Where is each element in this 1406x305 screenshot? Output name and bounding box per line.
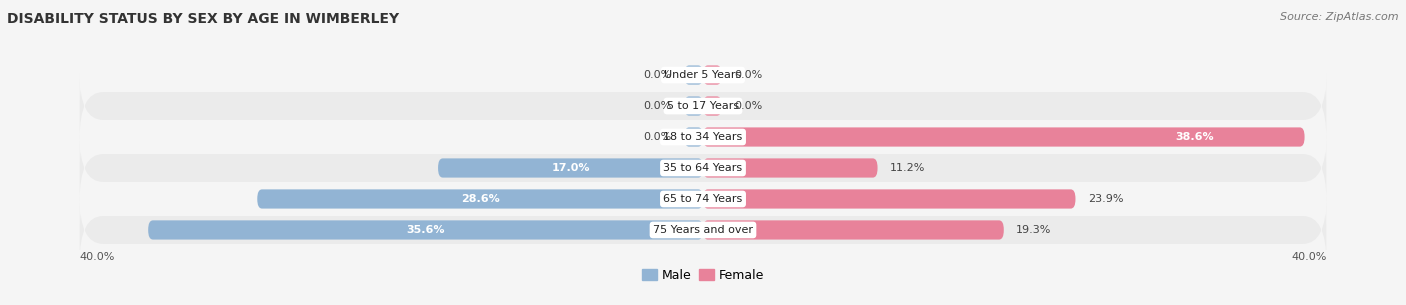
FancyBboxPatch shape: [703, 220, 1004, 239]
Text: Source: ZipAtlas.com: Source: ZipAtlas.com: [1281, 12, 1399, 22]
Text: 17.0%: 17.0%: [551, 163, 589, 173]
FancyBboxPatch shape: [257, 189, 703, 209]
Text: 5 to 17 Years: 5 to 17 Years: [666, 101, 740, 111]
Text: 28.6%: 28.6%: [461, 194, 499, 204]
Text: 65 to 74 Years: 65 to 74 Years: [664, 194, 742, 204]
Text: 38.6%: 38.6%: [1175, 132, 1215, 142]
FancyBboxPatch shape: [439, 158, 703, 178]
Legend: Male, Female: Male, Female: [637, 264, 769, 287]
Text: 18 to 34 Years: 18 to 34 Years: [664, 132, 742, 142]
Text: 40.0%: 40.0%: [1291, 252, 1326, 262]
FancyBboxPatch shape: [703, 158, 877, 178]
FancyBboxPatch shape: [703, 127, 1305, 147]
Text: 11.2%: 11.2%: [890, 163, 925, 173]
FancyBboxPatch shape: [80, 135, 1326, 200]
FancyBboxPatch shape: [80, 167, 1326, 231]
FancyBboxPatch shape: [703, 189, 1076, 209]
Text: 75 Years and over: 75 Years and over: [652, 225, 754, 235]
Text: 0.0%: 0.0%: [644, 101, 672, 111]
FancyBboxPatch shape: [685, 66, 703, 85]
Text: 40.0%: 40.0%: [80, 252, 115, 262]
Text: 35.6%: 35.6%: [406, 225, 444, 235]
FancyBboxPatch shape: [685, 96, 703, 116]
Text: 35 to 64 Years: 35 to 64 Years: [664, 163, 742, 173]
FancyBboxPatch shape: [80, 42, 1326, 108]
FancyBboxPatch shape: [80, 197, 1326, 263]
Text: 19.3%: 19.3%: [1017, 225, 1052, 235]
Text: Under 5 Years: Under 5 Years: [665, 70, 741, 80]
Text: 0.0%: 0.0%: [644, 132, 672, 142]
FancyBboxPatch shape: [148, 220, 703, 239]
Text: DISABILITY STATUS BY SEX BY AGE IN WIMBERLEY: DISABILITY STATUS BY SEX BY AGE IN WIMBE…: [7, 12, 399, 26]
FancyBboxPatch shape: [703, 96, 721, 116]
Text: 23.9%: 23.9%: [1088, 194, 1123, 204]
FancyBboxPatch shape: [703, 66, 721, 85]
FancyBboxPatch shape: [685, 127, 703, 147]
FancyBboxPatch shape: [80, 74, 1326, 138]
FancyBboxPatch shape: [80, 105, 1326, 170]
Text: 0.0%: 0.0%: [644, 70, 672, 80]
Text: 0.0%: 0.0%: [734, 101, 762, 111]
Text: 0.0%: 0.0%: [734, 70, 762, 80]
